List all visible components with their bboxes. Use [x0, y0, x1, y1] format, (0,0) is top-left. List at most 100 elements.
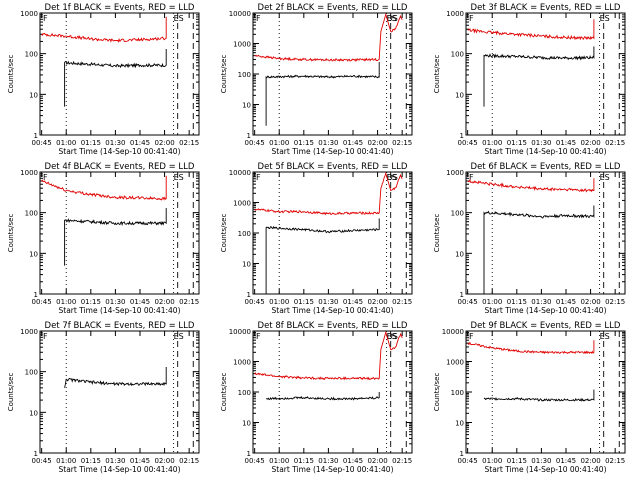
detector-chart: Det 7f BLACK = Events, RED = LLD 1 10 100 10…	[7, 321, 200, 474]
y-tick-label: 10	[455, 250, 464, 258]
y-tick-label: 10	[29, 91, 38, 99]
annotation-f: F	[469, 14, 474, 23]
y-tick-label: 1000	[20, 10, 38, 18]
x-tick-label: 01:15	[81, 139, 101, 147]
x-tick-label: 01:00	[56, 298, 76, 306]
y-tick-label: 1000	[20, 328, 38, 336]
lld-series-line	[254, 330, 403, 381]
x-tick-label: 02:00	[580, 298, 600, 306]
detector-chart: Det 4f BLACK = Events, RED = LLD 1 10 100 10…	[7, 162, 200, 315]
annotation-es: ES	[600, 173, 610, 182]
annotation-f: F	[256, 173, 261, 182]
y-tick-label: 100	[25, 369, 38, 377]
x-tick-label: 02:00	[154, 457, 174, 465]
annotation-ds: DS	[387, 332, 398, 341]
x-tick-label: 02:15	[179, 139, 199, 147]
x-tick-label: 00:45	[458, 457, 478, 465]
x-tick-label: 01:30	[531, 457, 551, 465]
x-tick-label: 01:15	[294, 298, 314, 306]
annotation-es: ES	[174, 14, 184, 23]
x-tick-label: 00:45	[245, 457, 265, 465]
x-tick-label: 00:45	[32, 457, 52, 465]
x-tick-label: 01:30	[318, 457, 338, 465]
x-tick-label: 02:15	[179, 457, 199, 465]
lld-series-line	[254, 171, 403, 216]
x-tick-label: 01:15	[81, 298, 101, 306]
chart-title: Det 2f BLACK = Events, RED = LLD	[258, 3, 408, 13]
y-tick-label: 10000	[229, 169, 251, 177]
y-axis-label: Counts/sec	[220, 55, 228, 94]
x-tick-label: 01:45	[343, 457, 363, 465]
x-tick-label: 01:45	[343, 298, 363, 306]
x-tick-label: 02:15	[392, 457, 412, 465]
x-tick-label: 00:45	[32, 139, 52, 147]
x-tick-label: 01:15	[507, 139, 527, 147]
y-tick-label: 10	[455, 91, 464, 99]
y-axis-label: Counts/sec	[220, 214, 228, 253]
x-tick-label: 02:15	[179, 298, 199, 306]
x-axis-label: Start Time (14-Sep-10 00:41:40)	[485, 147, 607, 156]
events-series-line	[483, 46, 595, 107]
x-tick-label: 02:00	[580, 139, 600, 147]
detector-chart: Det 8f BLACK = Events, RED = LLD 1 10 100 10…	[220, 321, 413, 474]
x-tick-label: 01:45	[130, 457, 150, 465]
x-tick-label: 01:30	[318, 298, 338, 306]
y-tick-label: 100	[238, 389, 251, 397]
x-tick-label: 01:30	[318, 139, 338, 147]
y-tick-label: 1000	[233, 200, 251, 208]
x-axis-label: Start Time (14-Sep-10 00:41:40)	[485, 306, 607, 315]
x-tick-label: 01:45	[130, 298, 150, 306]
y-tick-label: 1000	[446, 169, 464, 177]
y-tick-label: 1	[247, 450, 251, 458]
y-tick-label: 1000	[233, 359, 251, 367]
x-tick-label: 01:15	[294, 139, 314, 147]
x-tick-label: 02:00	[367, 298, 387, 306]
annotation-f: F	[469, 332, 474, 341]
x-axis-label: Start Time (14-Sep-10 00:41:40)	[272, 147, 394, 156]
y-tick-label: 100	[238, 230, 251, 238]
y-tick-label: 10	[455, 420, 464, 428]
x-tick-label: 01:15	[294, 457, 314, 465]
x-tick-label: 02:00	[580, 457, 600, 465]
annotation-es: ES	[387, 332, 397, 341]
y-tick-label: 10	[242, 102, 251, 110]
x-tick-label: 01:00	[269, 139, 289, 147]
y-tick-label: 1000	[446, 359, 464, 367]
annotation-es: ES	[600, 332, 610, 341]
annotation-f: F	[43, 14, 48, 23]
plot-frame	[252, 171, 413, 295]
x-tick-label: 01:15	[507, 298, 527, 306]
x-tick-label: 01:00	[482, 139, 502, 147]
x-axis-label: Start Time (14-Sep-10 00:41:40)	[59, 306, 181, 315]
y-tick-label: 10	[29, 409, 38, 417]
annotation-es: ES	[387, 14, 397, 23]
lld-series-line	[254, 12, 403, 62]
plot-frame	[252, 330, 413, 454]
x-tick-label: 02:15	[392, 139, 412, 147]
detector-chart: Det 5f BLACK = Events, RED = LLD 1 10 100 10…	[220, 162, 413, 315]
y-axis-label: Counts/sec	[433, 55, 441, 94]
y-tick-label: 1000	[233, 41, 251, 49]
x-axis-label: Start Time (14-Sep-10 00:41:40)	[485, 465, 607, 474]
lld-series-line	[41, 16, 167, 43]
y-tick-label: 10	[242, 420, 251, 428]
x-tick-label: 02:15	[605, 139, 625, 147]
y-tick-label: 1000	[446, 10, 464, 18]
annotation-f: F	[256, 14, 261, 23]
x-tick-label: 01:00	[482, 298, 502, 306]
chart-title: Det 4f BLACK = Events, RED = LLD	[45, 162, 195, 172]
y-tick-label: 1	[460, 132, 464, 140]
x-tick-label: 01:30	[105, 139, 125, 147]
lld-series-line	[41, 175, 167, 201]
lld-series-line	[467, 19, 595, 41]
x-tick-label: 02:00	[367, 139, 387, 147]
annotation-f: F	[469, 173, 474, 182]
x-tick-label: 01:45	[343, 139, 363, 147]
y-axis-label: Counts/sec	[7, 214, 15, 253]
y-axis-label: Counts/sec	[7, 373, 15, 412]
x-tick-label: 01:00	[56, 139, 76, 147]
detector-chart: Det 6f BLACK = Events, RED = LLD 1 10 100 10…	[433, 162, 626, 315]
x-tick-label: 01:00	[482, 457, 502, 465]
events-series-line	[265, 61, 380, 126]
x-tick-label: 02:15	[605, 298, 625, 306]
